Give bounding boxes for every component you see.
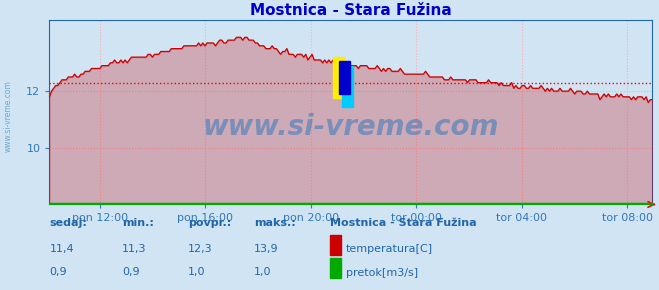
Text: sedaj:: sedaj: — [49, 218, 87, 228]
Text: 11,3: 11,3 — [122, 244, 146, 254]
Text: povpr.:: povpr.: — [188, 218, 231, 228]
Text: Mostnica - Stara Fužina: Mostnica - Stara Fužina — [330, 218, 476, 228]
Text: 12,3: 12,3 — [188, 244, 212, 254]
Text: www.si-vreme.com: www.si-vreme.com — [203, 113, 499, 141]
Text: 0,9: 0,9 — [49, 267, 67, 278]
Text: 1,0: 1,0 — [188, 267, 206, 278]
Text: 13,9: 13,9 — [254, 244, 278, 254]
Text: temperatura[C]: temperatura[C] — [346, 244, 433, 254]
Text: min.:: min.: — [122, 218, 154, 228]
Bar — [339, 61, 351, 94]
Text: 1,0: 1,0 — [254, 267, 272, 278]
Text: www.si-vreme.com: www.si-vreme.com — [3, 80, 13, 152]
Bar — [342, 66, 353, 107]
Text: pretok[m3/s]: pretok[m3/s] — [346, 267, 418, 278]
Bar — [333, 57, 344, 98]
Text: 0,9: 0,9 — [122, 267, 140, 278]
Title: Mostnica - Stara Fužina: Mostnica - Stara Fužina — [250, 3, 452, 18]
Text: 11,4: 11,4 — [49, 244, 74, 254]
Text: maks.:: maks.: — [254, 218, 295, 228]
